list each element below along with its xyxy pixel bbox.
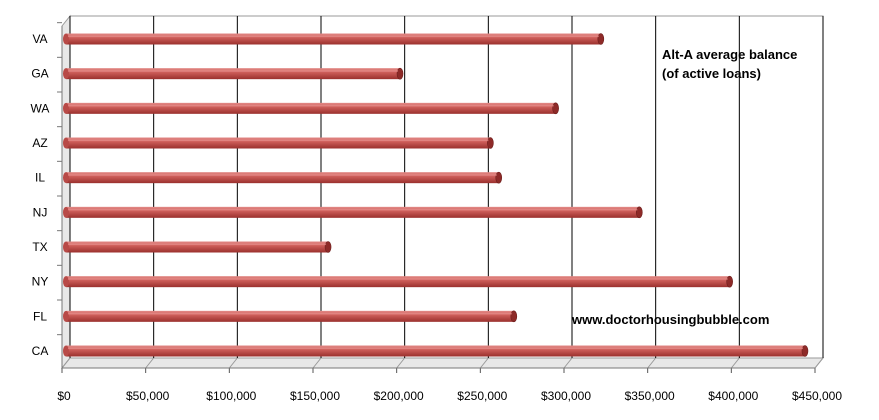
bar-body <box>66 68 401 80</box>
bar-start-cap <box>63 172 69 184</box>
annotation-website: www.doctorhousingbubble.com <box>571 312 769 327</box>
bar-end-cap <box>487 137 494 149</box>
bar-start-cap <box>63 345 69 357</box>
bar-start-cap <box>63 276 69 288</box>
x-tick-label: $0 <box>57 389 71 403</box>
category-label: GA <box>31 67 48 81</box>
category-label: NY <box>32 275 49 289</box>
bar-body <box>66 206 640 218</box>
bar-highlight <box>68 139 489 142</box>
bar <box>63 206 643 219</box>
bar <box>63 137 494 149</box>
floor-gridline <box>479 357 489 369</box>
annotation-title-line2: (of active loans) <box>662 66 761 81</box>
category-label: AZ <box>32 136 47 150</box>
x-tick-label: $150,000 <box>290 389 340 403</box>
bar-end-cap <box>635 206 643 219</box>
bar-end-cap <box>510 310 518 323</box>
bar <box>63 275 733 288</box>
x-tick-label: $200,000 <box>374 389 424 403</box>
bar <box>63 33 605 45</box>
category-label: IL <box>35 171 45 185</box>
bar <box>63 67 404 80</box>
bar <box>63 241 332 253</box>
floor-gridline <box>145 357 155 369</box>
bar-start-cap <box>63 310 69 322</box>
bar-start-cap <box>63 241 69 253</box>
floor-gridline <box>563 357 573 369</box>
bar-start-cap <box>63 206 69 218</box>
category-label: FL <box>33 309 47 323</box>
floor-gridline <box>647 357 657 369</box>
x-tick-label: $300,000 <box>541 389 591 403</box>
x-tick-label: $400,000 <box>708 389 758 403</box>
bar-start-cap <box>63 33 69 45</box>
bar-body <box>66 345 805 357</box>
x-tick-label: $100,000 <box>206 389 256 403</box>
bar-end-cap <box>597 33 605 45</box>
floor-gridline <box>312 357 322 369</box>
bar-highlight <box>68 208 638 211</box>
bar <box>63 171 503 184</box>
category-label: CA <box>32 344 49 358</box>
bar-end-cap <box>396 67 404 80</box>
annotation-title-line1: Alt-A average balance <box>662 47 797 62</box>
bar-highlight <box>68 70 399 72</box>
bar-start-cap <box>63 137 69 149</box>
bar-highlight <box>68 243 327 246</box>
bar <box>63 102 559 115</box>
bar-start-cap <box>63 102 69 114</box>
bar-highlight <box>68 312 512 315</box>
x-tick-label: $50,000 <box>126 389 170 403</box>
floor-gridline <box>228 357 238 369</box>
x-tick-label: $250,000 <box>457 389 507 403</box>
category-label: TX <box>32 240 47 254</box>
annotations: Alt-A average balance (of active loans) … <box>571 47 797 327</box>
category-label: WA <box>31 101 50 115</box>
bar-end-cap <box>552 102 559 115</box>
bar-highlight <box>68 35 599 38</box>
bar-body <box>66 102 556 114</box>
x-tick-label: $450,000 <box>792 389 842 403</box>
bar-end-cap <box>324 241 332 253</box>
bar-highlight <box>68 174 497 176</box>
bars <box>63 33 809 357</box>
bar-start-cap <box>63 68 69 80</box>
bar-body <box>66 276 730 288</box>
bar-body <box>66 33 601 45</box>
bar-highlight <box>68 104 554 107</box>
bar-end-cap <box>726 275 733 288</box>
floor <box>60 357 825 369</box>
bar-body <box>66 310 514 322</box>
category-label: VA <box>32 32 47 46</box>
floor-gridline <box>61 357 71 369</box>
plot-area: $0 $50,000 $100,000 $150,000 $200,000 $250,00… <box>31 14 842 403</box>
bar-end-cap <box>495 171 503 184</box>
bar-body <box>66 172 499 184</box>
floor-gridline <box>730 357 740 369</box>
bar <box>63 310 518 323</box>
bar-body <box>66 137 491 149</box>
bar-highlight <box>68 347 803 350</box>
x-tick-label: $350,000 <box>625 389 675 403</box>
bar-highlight <box>68 278 728 280</box>
category-label: NJ <box>33 205 48 219</box>
floor-gridline <box>814 357 824 369</box>
floor-gridline <box>396 357 406 369</box>
bar-body <box>66 241 329 253</box>
bar <box>63 345 809 357</box>
bar-end-cap <box>801 345 809 357</box>
